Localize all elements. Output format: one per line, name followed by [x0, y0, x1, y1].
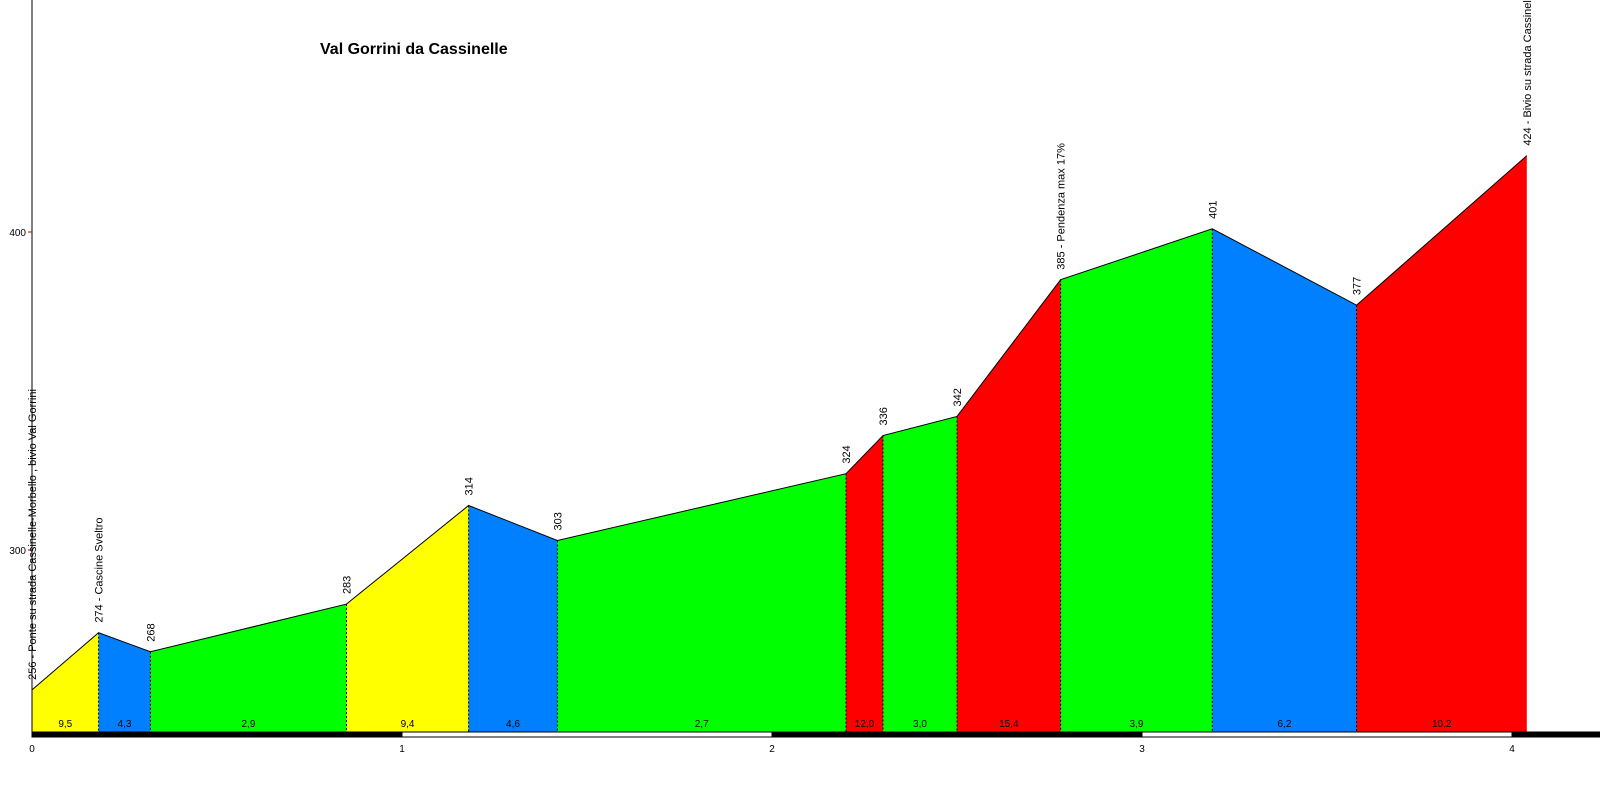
segment-yellow	[346, 505, 469, 732]
segment-red	[957, 279, 1061, 732]
segment-gradient-label: 2,9	[241, 719, 255, 730]
x-tick-label: 4	[1509, 744, 1515, 755]
segment-gradient-label: 2,7	[695, 719, 709, 730]
x-tick-label: 0	[29, 744, 35, 755]
x-tick-label: 1	[399, 744, 405, 755]
segment-green	[883, 416, 957, 732]
point-elevation-label: 283	[342, 576, 354, 594]
segment-blue	[468, 505, 558, 732]
segment-gradient-label: 4,6	[506, 719, 520, 730]
chart-title: Val Gorrini da Cassinelle	[320, 41, 508, 58]
point-elevation-label: 256 - Ponte su strada Cassinelle-Morbell…	[27, 389, 39, 680]
x-tick-label: 3	[1139, 744, 1145, 755]
x-axis-band	[771, 731, 1143, 738]
segment-gradient-label: 15,4	[999, 719, 1019, 730]
segment-gradient-label: 3,9	[1129, 719, 1143, 730]
x-axis-band	[1511, 731, 1600, 738]
point-elevation-label: 268	[145, 623, 157, 641]
point-elevation-label: 377	[1352, 277, 1364, 295]
x-axis-band	[31, 731, 403, 738]
segment-gradient-label: 12,0	[855, 719, 875, 730]
point-elevation-label: 324	[841, 445, 853, 463]
point-elevation-label: 314	[464, 477, 476, 495]
point-elevation-label: 385 - Pendenza max 17%	[1056, 143, 1068, 270]
segment-blue	[1212, 228, 1357, 732]
segment-red	[846, 435, 883, 732]
segment-blue	[98, 632, 151, 732]
segment-red	[1356, 155, 1527, 732]
x-axis-band	[1141, 731, 1513, 738]
segment-gradient-label: 6,2	[1277, 719, 1291, 730]
point-elevation-label: 424 - Bivio su strada Cassinelle	[1522, 0, 1534, 146]
point-elevation-label: 342	[952, 388, 964, 406]
point-elevation-label: 303	[552, 512, 564, 530]
y-tick-label: 300	[9, 546, 26, 557]
segment-gradient-label: 10,2	[1432, 719, 1452, 730]
segment-green	[1060, 228, 1213, 732]
segment-green	[150, 604, 347, 732]
x-tick-label: 2	[769, 744, 775, 755]
point-elevation-label: 336	[878, 407, 890, 425]
point-elevation-label: 401	[1207, 200, 1219, 218]
segment-green	[557, 473, 846, 732]
point-elevation-label: 274 - Cascine Sveltro	[94, 518, 106, 623]
segment-gradient-label: 3,0	[913, 719, 927, 730]
profile-line	[31, 155, 1528, 691]
x-axis-band	[401, 731, 773, 738]
segment-yellow	[32, 632, 99, 732]
segment-gradient-label: 4,3	[118, 719, 132, 730]
segment-gradient-label: 9,5	[58, 719, 72, 730]
segment-gradient-label: 9,4	[401, 719, 415, 730]
y-tick-label: 400	[9, 228, 26, 239]
